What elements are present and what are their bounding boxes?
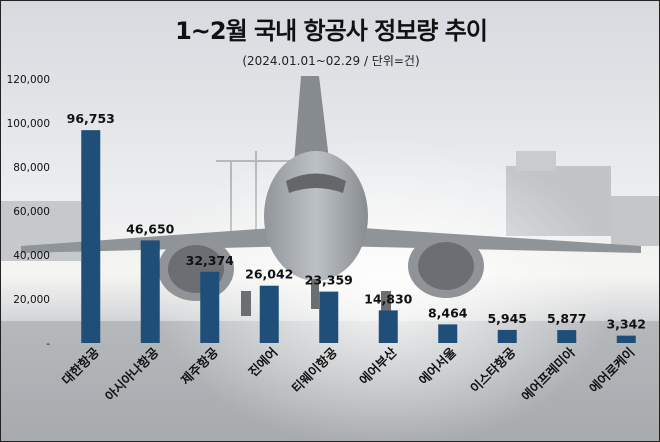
bar <box>200 271 220 343</box>
data-label: 26,042 <box>245 267 293 282</box>
data-label: 5,877 <box>547 311 587 326</box>
data-label: 46,650 <box>126 221 175 236</box>
x-tick-label: 에어부산 <box>356 344 399 387</box>
x-tick-label: 티웨이항공 <box>289 344 341 396</box>
bar <box>557 330 577 343</box>
bar <box>616 335 636 343</box>
data-label: 96,753 <box>67 111 115 126</box>
x-tick-label: 제주항공 <box>178 344 221 387</box>
y-tick-label: 80,000 <box>13 162 50 174</box>
data-label: 5,945 <box>487 311 527 326</box>
x-tick-label: 에어서울 <box>416 344 459 387</box>
x-tick-label: 에어로케이 <box>586 345 637 396</box>
data-label: 14,830 <box>364 291 413 306</box>
x-tick-label: 대한항공 <box>59 344 102 387</box>
x-tick-label: 에어프레미아 <box>518 344 578 404</box>
bar <box>378 310 398 343</box>
y-tick-label: 60,000 <box>13 206 50 218</box>
bar <box>497 329 517 343</box>
y-tick-label: - <box>46 338 50 350</box>
data-label: 3,342 <box>606 317 646 332</box>
bar <box>319 291 339 343</box>
data-label: 8,464 <box>428 305 468 320</box>
y-tick-label: 20,000 <box>13 294 50 306</box>
x-tick-label: 아시아나항공 <box>102 344 162 404</box>
y-tick-label: 40,000 <box>13 250 50 262</box>
chart-title: 1~2월 국내 항공사 정보량 추이 <box>175 17 488 45</box>
x-tick-label: 진에어 <box>245 345 280 380</box>
y-tick-label: 100,000 <box>7 118 50 130</box>
bar <box>259 285 279 343</box>
data-label: 23,359 <box>305 273 353 288</box>
y-tick-label: 120,000 <box>7 74 50 86</box>
data-label: 32,374 <box>186 253 235 268</box>
bar <box>81 130 101 343</box>
x-tick-label: 이스타항공 <box>467 344 519 396</box>
chart-subtitle: (2024.01.01~02.29 / 단위=건) <box>242 54 420 68</box>
bar <box>438 324 458 343</box>
bar <box>140 240 160 343</box>
